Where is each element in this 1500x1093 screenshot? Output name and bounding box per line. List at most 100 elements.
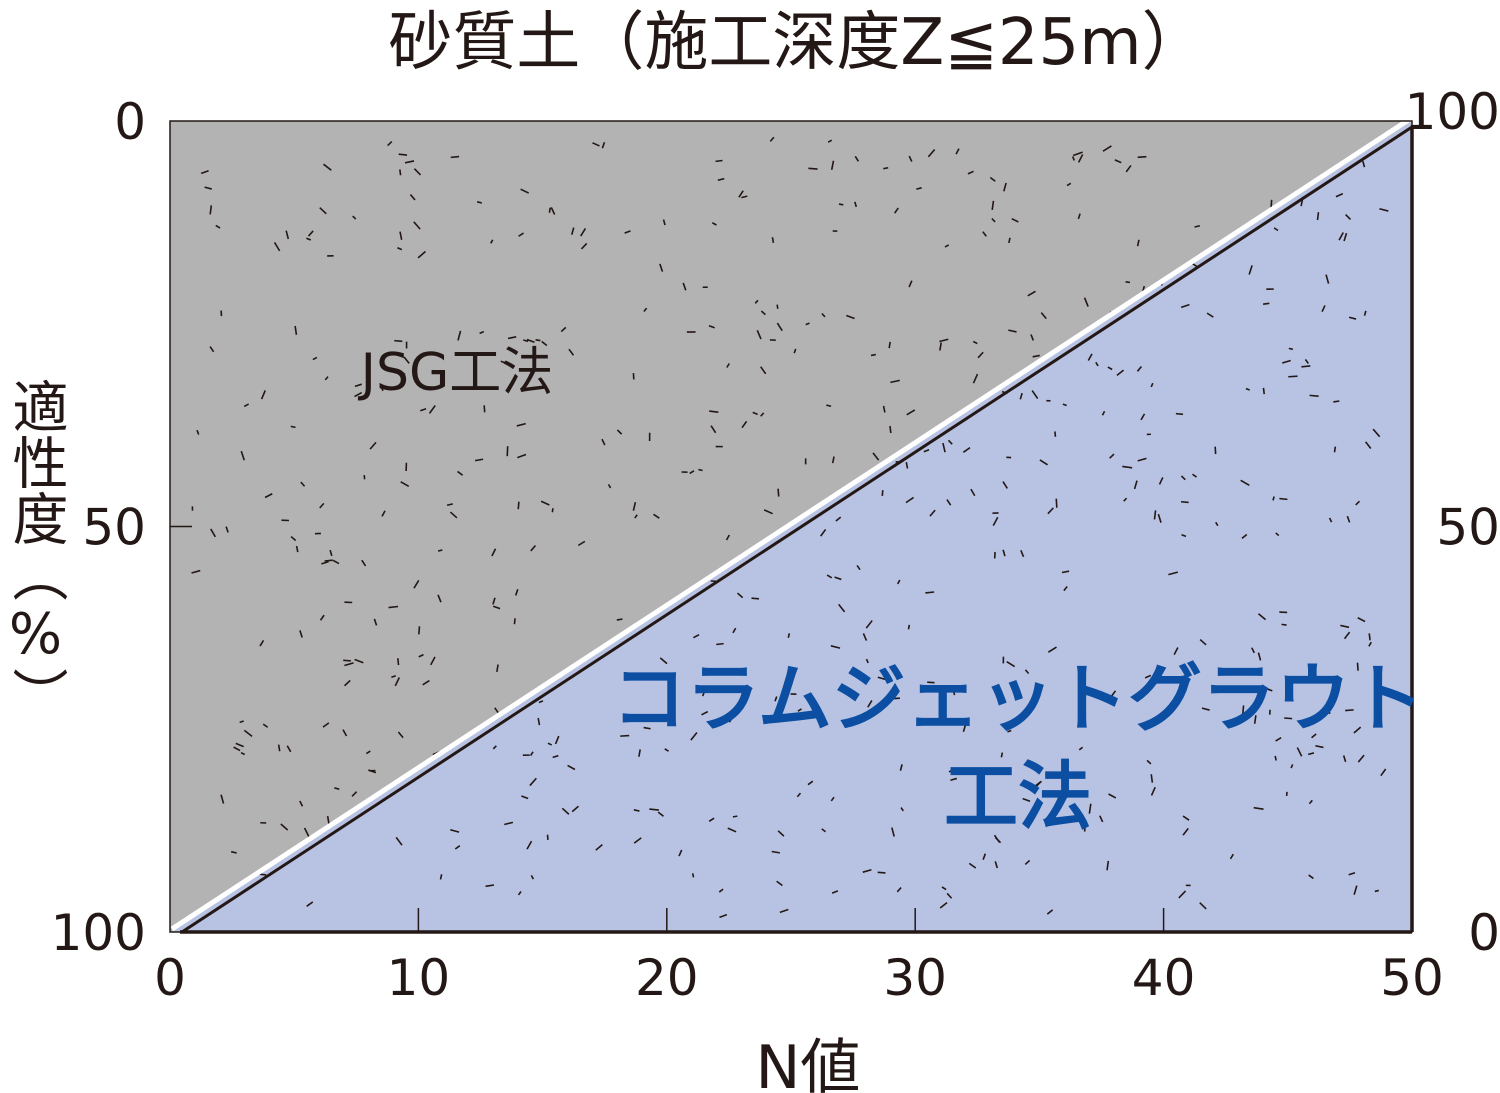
speckle (1355, 500, 1361, 506)
speckle (1047, 507, 1054, 515)
speckle (373, 618, 378, 626)
speckle (243, 729, 253, 738)
speckle (1308, 799, 1313, 805)
speckle (616, 618, 623, 621)
speckle (716, 642, 724, 646)
boundary-line (181, 125, 1413, 934)
speckle (409, 194, 416, 201)
speckle (592, 142, 600, 147)
speckle (533, 354, 537, 361)
speckle (891, 697, 900, 700)
y-right-tick-label: 0 (1468, 904, 1500, 962)
speckle (862, 869, 872, 873)
speckle (693, 633, 700, 639)
speckle (826, 404, 832, 408)
speckle (972, 373, 979, 384)
speckle (691, 873, 695, 878)
speckle (399, 231, 403, 240)
speckle (560, 326, 567, 333)
x-tick-label: 30 (883, 949, 947, 1007)
speckle (664, 748, 669, 752)
speckle (1275, 532, 1280, 537)
speckle (1114, 159, 1122, 164)
x-axis-ticks (170, 525, 1165, 932)
speckle (1182, 815, 1190, 821)
speckle (760, 412, 765, 417)
speckle (1253, 806, 1264, 811)
speckle (1181, 533, 1187, 538)
speckle (312, 356, 318, 361)
speckle (479, 330, 485, 335)
series-label-column-jet-line1: コラムジェットグラウト (612, 656, 1424, 742)
speckle (1229, 853, 1234, 860)
speckle (1374, 889, 1379, 893)
boundary-line-highlight (170, 114, 1415, 932)
speckle (430, 656, 436, 666)
speckle (280, 823, 289, 831)
speckle (1346, 515, 1351, 523)
speckle (1263, 686, 1273, 692)
speckle (492, 597, 496, 605)
speckle (334, 787, 340, 790)
speckle (1066, 182, 1072, 187)
speckle (529, 777, 537, 787)
speckle (865, 658, 869, 664)
x-tick-label: 50 (1380, 949, 1444, 1007)
speckle (1144, 674, 1152, 679)
speckle (831, 456, 835, 464)
speckle (1372, 428, 1381, 438)
speckle (319, 207, 327, 215)
speckle (437, 594, 442, 603)
speckle (388, 605, 399, 609)
speckle (1343, 631, 1351, 640)
speckle (1137, 457, 1147, 462)
speckle (209, 205, 213, 215)
speckle (1150, 774, 1154, 783)
speckle (1281, 623, 1287, 626)
speckle (273, 242, 281, 252)
speckle (1072, 151, 1083, 157)
speckle (1095, 361, 1099, 367)
speckle (719, 913, 728, 919)
speckle (1328, 517, 1333, 523)
speckle (942, 442, 946, 453)
speckle (689, 470, 695, 475)
speckle (701, 710, 709, 716)
speckle (678, 849, 683, 857)
speckle (1273, 227, 1279, 232)
speckle (908, 155, 913, 162)
speckle (1311, 733, 1317, 739)
speckle (454, 845, 461, 850)
speckle (736, 592, 744, 599)
speckle (1024, 669, 1030, 674)
speckle (1099, 815, 1104, 823)
speckle (262, 723, 269, 728)
speckle (568, 348, 575, 356)
speckle (820, 528, 827, 537)
speckle (306, 901, 314, 907)
speckle (1201, 707, 1210, 711)
speckle (1275, 737, 1282, 742)
speckle (1030, 334, 1035, 341)
speckle (1316, 212, 1320, 221)
speckle (1279, 497, 1288, 501)
speckle (787, 633, 791, 639)
speckle (1356, 662, 1359, 671)
speckle (1020, 550, 1025, 558)
speckle (1199, 638, 1207, 646)
speckle (397, 658, 400, 666)
speckle (526, 840, 533, 850)
speckle (1083, 297, 1089, 307)
speckle (967, 170, 974, 175)
speckle (277, 744, 281, 752)
speckle (1180, 475, 1186, 481)
speckle (952, 687, 956, 696)
speckle (413, 168, 422, 176)
speckle (496, 664, 499, 672)
speckle (1178, 890, 1187, 899)
series-label-column-jet-line2: 工法 (944, 754, 1092, 840)
speckle (400, 481, 410, 487)
speckle (1321, 305, 1326, 313)
speckle (1168, 571, 1179, 576)
speckle (1008, 329, 1017, 333)
